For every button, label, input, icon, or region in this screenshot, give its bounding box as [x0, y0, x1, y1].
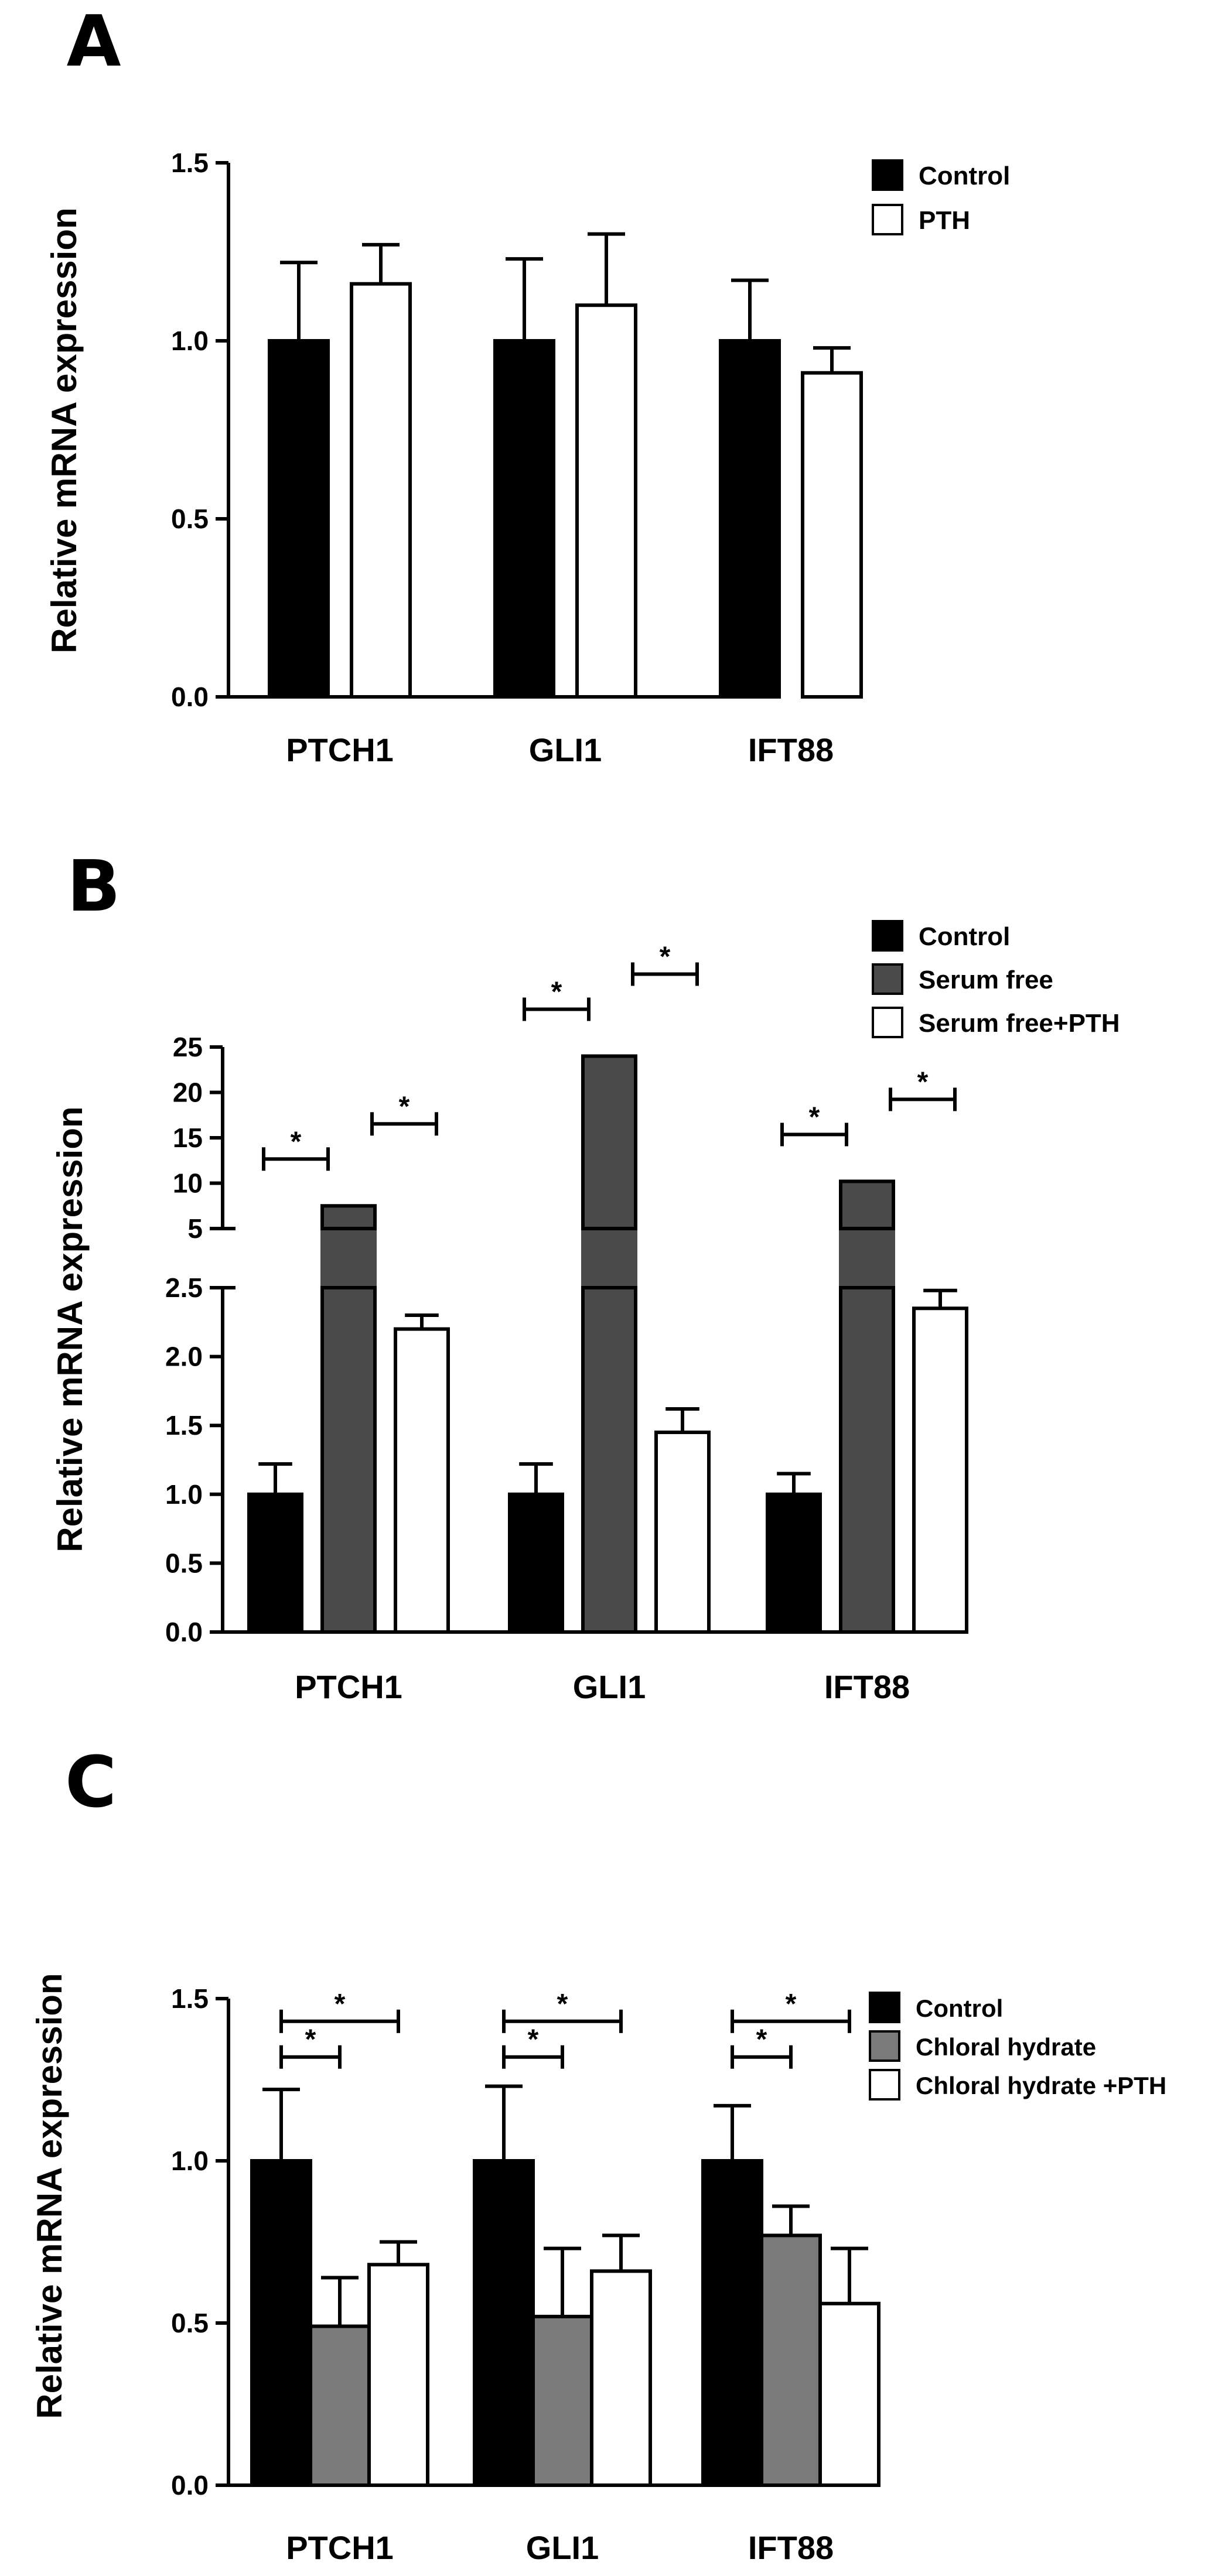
- x-tick-label: IFT88: [748, 731, 834, 768]
- legend-label: Chloral hydrate +PTH: [916, 2072, 1166, 2099]
- bar: [654, 1430, 711, 1634]
- significance-star: *: [660, 942, 671, 973]
- y-tick-label: 0.0: [171, 682, 209, 712]
- legend-label: Control: [919, 922, 1010, 951]
- y-tick-label: 25: [173, 1032, 203, 1062]
- bar-break-fill: [581, 1230, 637, 1286]
- x-tick-label: PTCH1: [295, 1668, 402, 1705]
- legend-swatch: [869, 2069, 900, 2101]
- significance-star: *: [809, 1101, 820, 1133]
- y-tick-label: 1.5: [165, 1410, 203, 1441]
- bar: [801, 371, 863, 699]
- bar: [247, 1492, 303, 1634]
- significance-star: *: [557, 1989, 568, 2020]
- chart-panel-b: B 0.0 0.5 1.0 1.5 2.0 2.5 5 10 15 20 25 * * * * * * Relati…: [50, 846, 1120, 1705]
- significance-star: *: [917, 1066, 929, 1097]
- bar: [575, 303, 637, 699]
- x-tick-label: IFT88: [824, 1668, 910, 1705]
- bar: [394, 1327, 450, 1634]
- y-tick-label: 0.5: [171, 2308, 209, 2338]
- chart-panel-a: A 0.0 0.5 1.0 1.5 Relative mRNA expression PTC…: [45, 1, 1010, 768]
- x-tick-label: GLI1: [529, 731, 602, 768]
- bar: [719, 339, 781, 699]
- legend-swatch: [869, 2030, 900, 2062]
- y-axis-label: Relative mRNA expression: [45, 207, 84, 653]
- y-tick-label: 1.0: [171, 2146, 209, 2176]
- y-tick-label: 1.5: [171, 148, 209, 178]
- y-tick-label: 15: [173, 1123, 203, 1153]
- bar: [766, 1492, 822, 1634]
- bar-break-fill: [320, 1230, 377, 1286]
- y-tick-label: 5: [187, 1213, 203, 1244]
- bar: [493, 339, 555, 699]
- y-axis-label: Relative mRNA expression: [50, 1106, 90, 1552]
- y-tick-label: 0.5: [171, 504, 209, 534]
- bar: [590, 2269, 652, 2488]
- x-tick-label: GLI1: [573, 1668, 646, 1705]
- y-tick-label: 0.0: [165, 1617, 203, 1647]
- bar: [912, 1306, 968, 1634]
- legend-label: Serum free+PTH: [919, 1009, 1120, 1038]
- panel-letter: A: [67, 1, 121, 83]
- legend-swatch: [872, 963, 903, 995]
- x-tick-label: PTCH1: [286, 731, 394, 768]
- y-tick-label: 10: [173, 1168, 203, 1199]
- y-tick-label: 1.5: [171, 1983, 209, 2014]
- bar: [320, 1286, 377, 1634]
- significance-star: *: [786, 1989, 797, 2020]
- chart-panel-c: C 0.0 0.5 1.0 1.5 * * * * * * Relative mRNA express…: [30, 1742, 1166, 2566]
- bar: [367, 2263, 429, 2488]
- bar: [581, 1286, 637, 1634]
- y-axis-label: Relative mRNA expression: [30, 1973, 69, 2418]
- bar: [818, 2301, 880, 2487]
- y-tick-label: 1.0: [165, 1479, 203, 1510]
- bar: [268, 339, 330, 699]
- x-tick-label: GLI1: [526, 2529, 599, 2566]
- significance-star: *: [399, 1091, 410, 1122]
- legend-swatch: [872, 204, 903, 235]
- bar: [839, 1286, 895, 1634]
- significance-star: *: [291, 1126, 302, 1157]
- significance-star: *: [335, 1989, 346, 2020]
- legend-label: Serum free: [919, 966, 1053, 994]
- legend-swatch: [869, 1992, 900, 2023]
- legend-swatch: [872, 920, 903, 952]
- bar-upper-segment: [320, 1204, 377, 1230]
- bar: [309, 2324, 371, 2488]
- bar: [473, 2159, 535, 2487]
- bar: [350, 282, 412, 699]
- significance-star: *: [551, 977, 562, 1008]
- y-tick-label: 2.0: [165, 1342, 203, 1372]
- y-tick-label: 2.5: [165, 1272, 203, 1303]
- bar: [250, 2159, 312, 2487]
- bar: [701, 2159, 763, 2487]
- legend-label: PTH: [919, 206, 970, 235]
- legend-label: Control: [916, 1995, 1003, 2022]
- bar-upper-segment: [581, 1054, 637, 1230]
- significance-star: *: [305, 2024, 316, 2055]
- significance-star: *: [756, 2024, 767, 2055]
- legend-label: Chloral hydrate: [916, 2033, 1096, 2061]
- bar: [508, 1492, 564, 1634]
- significance-star: *: [528, 2024, 539, 2055]
- legend-swatch: [872, 159, 903, 191]
- bar: [760, 2233, 822, 2487]
- x-tick-label: IFT88: [748, 2529, 834, 2566]
- y-tick-label: 1.0: [171, 326, 209, 356]
- panel-letter: C: [65, 1742, 117, 1824]
- legend-swatch: [872, 1007, 903, 1038]
- panel-letter: B: [67, 846, 120, 928]
- bar: [531, 2314, 593, 2487]
- y-tick-label: 20: [173, 1077, 203, 1108]
- legend-label: Control: [919, 162, 1010, 190]
- x-tick-label: PTCH1: [286, 2529, 394, 2566]
- bar-upper-segment: [839, 1179, 895, 1231]
- y-tick-label: 0.0: [171, 2470, 209, 2500]
- y-tick-label: 0.5: [165, 1548, 203, 1578]
- bar-break-fill: [839, 1230, 895, 1286]
